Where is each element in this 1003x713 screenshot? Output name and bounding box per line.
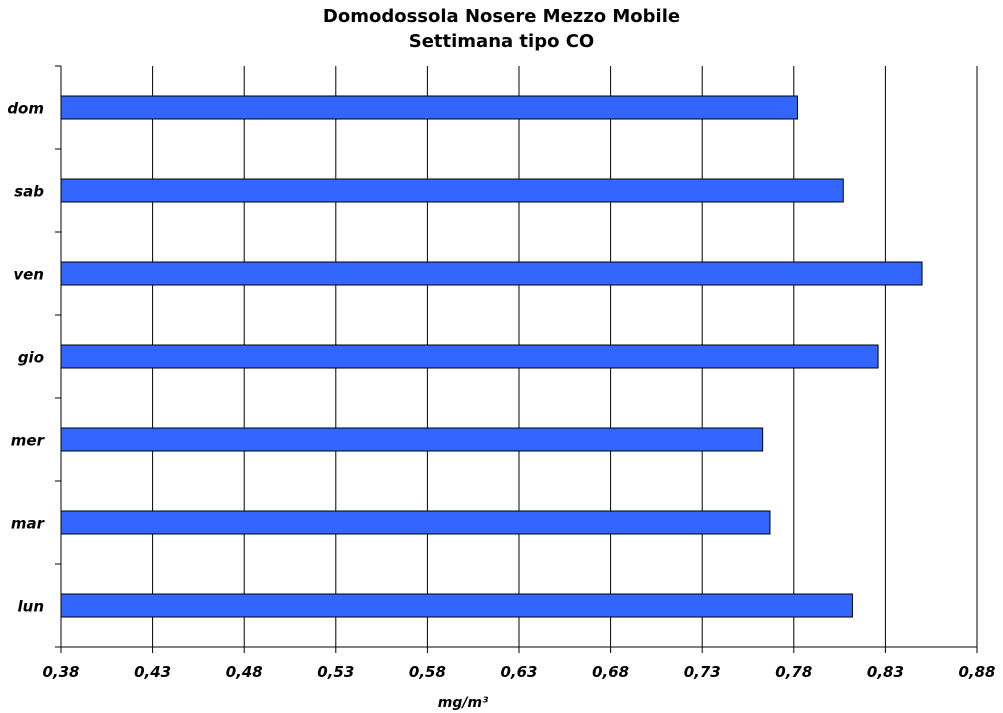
bar-gio [60, 344, 879, 369]
y-tick-label: mar [11, 515, 46, 533]
x-axis-title: mg/m³ [438, 695, 488, 711]
bar-dom [60, 95, 798, 120]
chart-title: Domodossola Nosere Mezzo Mobile [322, 6, 681, 27]
x-tick-label: 0,73 [684, 663, 721, 681]
x-tick-label: 0,68 [592, 663, 629, 681]
y-tick-label: lun [18, 598, 45, 616]
y-tick-label: ven [13, 266, 44, 284]
chart-subtitle: Settimana tipo CO [408, 31, 595, 52]
bar-ven [60, 261, 923, 286]
x-tick-label: 0,88 [958, 663, 995, 681]
x-tick-label: 0,58 [409, 663, 446, 681]
y-tick-label: mer [11, 432, 46, 450]
y-tick-label: sab [14, 183, 44, 201]
x-tick-label: 0,83 [867, 663, 904, 681]
x-tick-label: 0,43 [134, 663, 171, 681]
bar-sab [60, 178, 844, 203]
bar-mar [60, 510, 771, 535]
bar-lun [60, 593, 853, 618]
x-tick-label: 0,53 [317, 663, 354, 681]
y-tick-label: gio [18, 349, 44, 367]
x-tick-label: 0,63 [500, 663, 537, 681]
x-tick-label: 0,38 [42, 663, 79, 681]
x-tick-label: 0,48 [226, 663, 263, 681]
x-tick-label: 0,78 [775, 663, 812, 681]
y-tick-label: dom [7, 100, 44, 118]
bar-mer [60, 427, 764, 452]
